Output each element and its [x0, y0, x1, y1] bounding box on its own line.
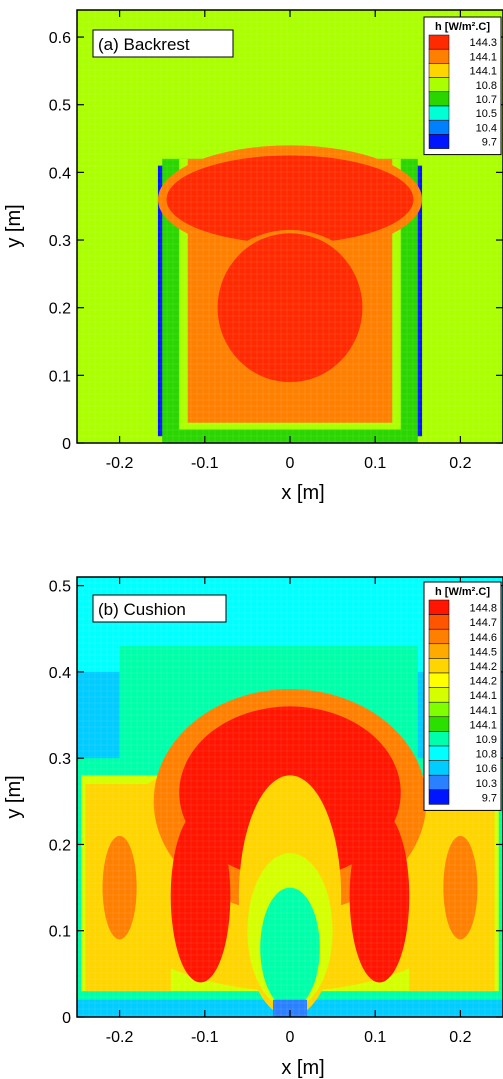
legend-swatch: [428, 599, 450, 615]
legend: h [W/m².C] 144.8 144.7 144.6 144.5 144.2 144.2…: [423, 581, 502, 811]
y-axis-label: y [m]: [3, 775, 25, 818]
x-tick-label: -0.1: [191, 455, 219, 472]
y-tick-label: 0.4: [49, 165, 71, 182]
heat-region: [443, 835, 478, 940]
y-tick-label: 0: [62, 1010, 71, 1027]
y-tick-label: 0.6: [49, 30, 71, 47]
legend-value: 10.6: [476, 763, 497, 775]
heat-region: [102, 835, 137, 940]
legend-value: 10.5: [476, 108, 497, 120]
legend: h [W/m².C] 144.3 144.1 144.1 10.8 10.7 10.5 10.…: [423, 16, 502, 156]
y-tick-label: 0.5: [49, 98, 71, 115]
legend-value: 9.7: [482, 792, 497, 804]
heat-region: [166, 155, 414, 244]
heat-region: [272, 999, 308, 1017]
legend-value: 144.5: [469, 646, 497, 658]
y-tick-label: 0.2: [49, 301, 71, 318]
legend-swatch: [428, 34, 450, 50]
legend-swatch: [428, 134, 450, 149]
x-tick-label: 0.1: [364, 1029, 386, 1046]
legend-value: 144.1: [469, 719, 497, 731]
legend-value: 10.9: [476, 734, 497, 746]
x-tick-label: 0.1: [364, 455, 386, 472]
panel-label-box: [92, 594, 227, 623]
y-tick-label: 0.5: [49, 579, 71, 596]
panel-label: (b) Cushion: [98, 600, 186, 619]
y-tick-label: 0.2: [49, 837, 71, 854]
chart-panel-1: -0.2 -0.1 0 0.1 0.2 0 0.1 0.2 0.3 0.4 0.5 0.6 x [m] y…: [3, 9, 503, 504]
chart-panel-2: -0.2 -0.1 0 0.1 0.2 0 0.1 0.2 0.3 0.4 0.5 x [m] y [m…: [3, 576, 503, 1079]
legend-value: 144.1: [469, 51, 497, 63]
legend-value: 10.8: [476, 80, 497, 92]
panel-label-box: [92, 29, 234, 58]
legend-value: 144.1: [469, 705, 497, 717]
y-axis-label: y [m]: [3, 204, 25, 247]
y-tick-label: 0: [62, 436, 71, 453]
legend-swatch: [428, 105, 450, 121]
legend-swatch: [428, 716, 450, 732]
legend-swatch: [428, 91, 450, 107]
x-tick-label: -0.1: [191, 1029, 219, 1046]
legend-swatch: [428, 643, 450, 659]
legend-value: 10.7: [476, 94, 497, 106]
legend-value: 9.7: [482, 137, 497, 149]
legend-swatch: [428, 658, 450, 674]
legend-swatch: [428, 701, 450, 718]
x-axis-label: x [m]: [281, 1057, 324, 1079]
x-tick-label: -0.2: [106, 1029, 134, 1046]
legend-swatch: [428, 687, 450, 703]
legend-swatch: [428, 745, 450, 761]
legend-value: 144.1: [469, 66, 497, 78]
legend-title: h [W/m².C]: [435, 586, 490, 598]
y-tick-label: 0.1: [49, 924, 71, 941]
panel-label: (a) Backrest: [98, 35, 190, 54]
plot-area: [77, 577, 503, 1017]
legend-value: 10.8: [476, 749, 497, 761]
legend-swatch: [428, 628, 450, 645]
legend-swatch: [428, 789, 450, 805]
legend-value: 144.1: [469, 690, 497, 702]
heat-region: [217, 233, 363, 383]
legend-value: 10.4: [476, 122, 497, 134]
legend-value: 144.2: [469, 676, 497, 688]
legend-value: 144.3: [469, 37, 497, 49]
heat-region: [260, 887, 320, 1009]
legend-swatch: [428, 119, 450, 135]
legend-swatch: [428, 614, 450, 630]
x-axis-label: x [m]: [281, 482, 324, 504]
legend-title: h [W/m².C]: [435, 21, 490, 33]
legend-swatch: [428, 672, 450, 688]
legend-value: 10.3: [476, 778, 497, 790]
x-tick-label: 0.2: [449, 455, 471, 472]
legend-value: 144.6: [469, 632, 497, 644]
legend-value: 144.8: [469, 603, 497, 615]
y-tick-label: 0.1: [49, 368, 71, 385]
x-tick-label: 0: [286, 1029, 295, 1046]
legend-value: 144.2: [469, 661, 497, 673]
heat-region: [170, 809, 231, 983]
legend-swatch: [428, 63, 450, 78]
x-tick-label: 0: [286, 455, 295, 472]
legend-swatch: [428, 760, 450, 776]
legend-swatch: [428, 774, 450, 791]
legend-swatch: [428, 48, 450, 64]
heat-region: [349, 809, 410, 983]
y-tick-label: 0.3: [49, 751, 71, 768]
legend-swatch: [428, 731, 450, 747]
x-tick-label: 0.2: [449, 1029, 471, 1046]
x-tick-label: -0.2: [106, 455, 134, 472]
y-tick-label: 0.3: [49, 233, 71, 250]
legend-value: 144.7: [469, 617, 497, 629]
y-tick-label: 0.4: [49, 665, 71, 682]
legend-swatch: [428, 77, 450, 93]
